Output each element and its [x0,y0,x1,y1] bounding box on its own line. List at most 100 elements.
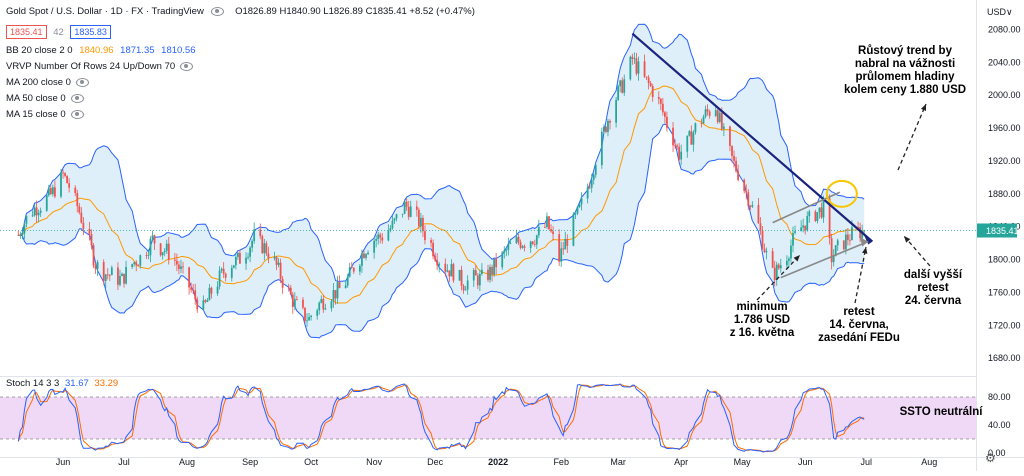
candle-body [393,218,396,221]
candle-body [68,183,71,188]
eye-icon[interactable] [70,93,84,103]
stoch-k-value: 31.67 [65,378,89,389]
candle-body [493,258,495,275]
candle-body [51,187,54,195]
candle-body [495,258,498,268]
candle-body [706,109,709,112]
candle-body [304,307,306,321]
candle-body [247,256,249,258]
candle-body [234,256,237,266]
candle-body [108,274,111,276]
stoch-tick-label: 0.00 [988,448,1006,458]
ma200-legend[interactable]: MA 200 close 0 [6,77,89,89]
candle-body [60,172,62,197]
candle-body [578,204,581,207]
candle-body [295,299,298,300]
symbol-title[interactable]: Gold Spot / U.S. Dollar · 1D · FX · Trad… [6,6,204,17]
ma15-legend[interactable]: MA 15 close 0 [6,109,84,121]
candle-body [773,267,776,280]
vrvp-legend[interactable]: VRVP Number Of Rows 24 Up/Down 70 [6,61,194,73]
last-price-label: 1835.41 [986,226,1019,236]
candle-body [192,289,195,291]
buy-price-badge[interactable]: 1835.83 [70,25,111,39]
eye-icon[interactable] [70,109,84,119]
time-axis-border [0,457,1024,458]
candle-body [39,210,42,213]
time-tick-label: Dec [427,457,444,467]
candle-body [206,300,209,302]
candle-body [334,290,337,299]
candle-body [102,261,105,281]
candle-body [94,265,97,269]
candle-body [395,214,398,219]
candle-body [574,213,577,215]
candle-body [458,269,461,281]
candle-body [849,239,851,241]
sell-price-badge[interactable]: 1835.41 [6,25,47,39]
candle-body [594,165,597,175]
candle-body [251,240,254,248]
symbol-legend: Gold Spot / U.S. Dollar · 1D · FX · Trad… [6,6,475,18]
retest-june24-annotation: další vyšší retest 24. června [903,269,963,307]
candle-body [208,287,211,301]
trend-callout-arrow-head [920,104,926,111]
candle-body [704,109,707,117]
candle-body [432,242,434,257]
candle-body [552,231,554,235]
candle-body [863,230,866,232]
last-price-tag [977,223,1017,238]
candle-body [424,231,426,241]
candle-body [788,258,790,261]
candle-body [657,97,660,99]
candle-body [306,320,308,322]
candle-body [204,300,207,302]
candle-body [405,201,408,207]
candle-body [847,234,849,240]
candle-body [64,173,66,176]
candle-body [54,187,56,197]
candle-body [403,201,406,214]
spread-value: 42 [53,27,64,38]
visibility-eye-icon[interactable] [211,6,225,16]
candle-body [757,204,760,224]
pane-separator [0,376,976,377]
candle-body [389,228,392,231]
candle-body [603,127,605,132]
currency-menu[interactable]: USD∨ [987,7,1013,17]
settings-gear-icon[interactable]: ⚙ [985,451,996,465]
candle-body [708,111,711,116]
bid-ask-row: 1835.41 42 1835.83 [6,25,115,39]
candle-body [688,131,691,136]
price-tick-label: 2040.00 [988,57,1021,67]
candle-body [818,207,821,213]
candle-body [692,132,695,145]
bb-legend[interactable]: BB 20 close 2 0 1840.96 1871.35 1810.56 [6,45,196,57]
candle-body [249,247,251,257]
candle-body [674,145,676,147]
candle-body [464,289,467,291]
ma50-legend[interactable]: MA 50 close 0 [6,93,84,105]
candle-body [245,257,247,264]
candle-body [316,310,319,316]
eye-icon[interactable] [75,77,89,87]
candle-body [680,151,683,160]
candle-body [529,241,532,248]
candle-body [263,243,266,254]
candle-body [566,239,569,246]
candle-body [291,294,294,307]
candle-body [735,160,737,172]
candle-body [188,267,190,288]
stoch-legend[interactable]: Stoch 14 3 3 31.67 33.29 [6,378,118,390]
candle-body [167,243,170,260]
candle-body [119,276,121,285]
candle-body [253,229,256,241]
candle-body [517,236,520,243]
vrvp-label: VRVP Number Of Rows 24 Up/Down 70 [6,61,176,72]
candle-body [637,61,640,74]
candle-body [714,110,717,116]
candle-body [586,187,589,199]
eye-icon[interactable] [180,61,194,71]
candle-body [391,220,394,229]
candle-body [487,269,489,280]
